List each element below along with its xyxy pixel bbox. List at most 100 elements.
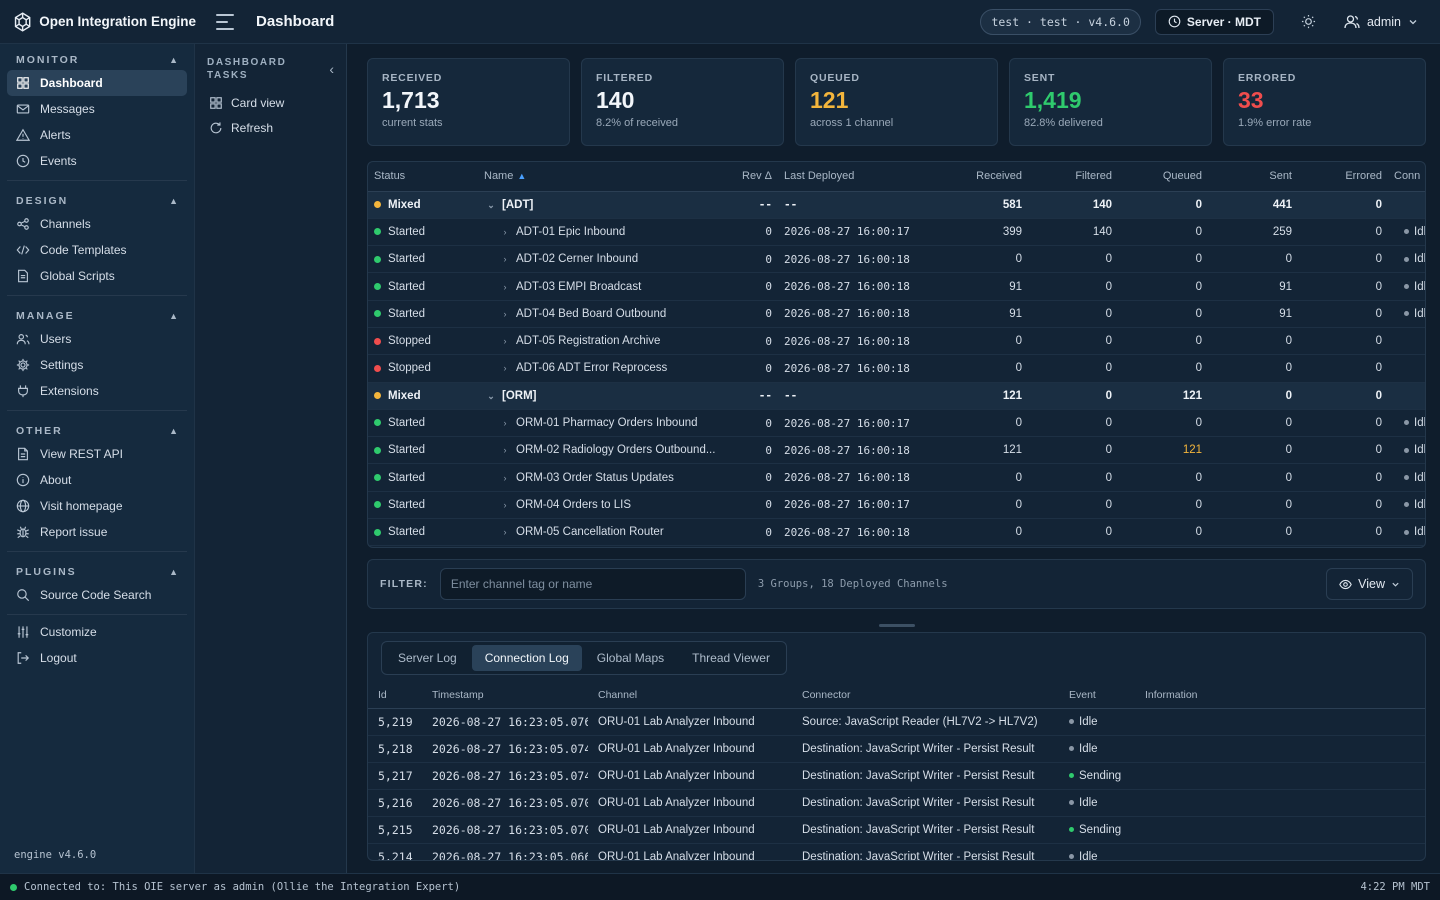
chevron-right-icon[interactable]: › [503,472,507,483]
server-time-button[interactable]: Server · MDT [1154,8,1274,35]
channel-row[interactable]: Stopped › ADT-05 Registration Archive 0 2026… [368,327,1425,356]
channel-row[interactable]: Started › ADT-02 Cerner Inbound 0 2026-08-27… [368,245,1426,274]
theme-toggle-button[interactable] [1296,9,1322,35]
chevron-right-icon[interactable]: › [503,527,507,538]
sidebar-item-dashboard[interactable]: Dashboard [7,70,187,96]
sidebar-item-report-issue[interactable]: Report issue [7,519,187,545]
column-header[interactable]: Status [368,162,478,192]
channel-row[interactable]: Started › ORM-01 Pharmacy Orders Inbound 0 2… [368,409,1425,438]
sidebar-item-events[interactable]: Events [7,148,187,174]
sidebar-item-users[interactable]: Users [7,326,187,352]
column-header[interactable]: Name ▲ [478,162,718,192]
log-row[interactable]: 5,216 2026-08-27 16:23:05.070 ORU-01 Lab A… [368,789,1425,817]
sidebar-item-visit-homepage[interactable]: Visit homepage [7,493,187,519]
sidebar-item-settings[interactable]: Settings [7,352,187,378]
log-column-header[interactable]: Information [1135,683,1425,709]
connection-status: Idle [1414,526,1426,539]
sidebar-item-global-scripts[interactable]: Global Scripts [7,263,187,289]
chevron-right-icon[interactable]: › [503,308,507,319]
chevron-down-icon[interactable]: ⌄ [487,199,495,210]
nav-section-header[interactable]: MANAGE ▲ [7,300,187,326]
sidebar-item-logout[interactable]: Logout [7,645,187,671]
channel-row[interactable]: Stopped › ADT-06 ADT Error Reprocess 0 2026-… [368,354,1425,383]
channel-row[interactable]: Started › ORM-03 Order Status Updates 0 2026… [368,463,1425,492]
log-column-header[interactable]: Event [1059,683,1135,709]
column-header[interactable]: Sent [1208,162,1298,192]
chevron-down-icon[interactable]: ⌄ [487,390,495,401]
tab-global-maps[interactable]: Global Maps [596,651,665,665]
column-header[interactable]: Errored [1298,162,1388,192]
column-header[interactable]: Queued [1118,162,1208,192]
task-refresh[interactable]: Refresh [195,115,346,140]
log-row[interactable]: 5,217 2026-08-27 16:23:05.074 ORU-01 Lab A… [368,762,1425,790]
panel-resize-handle[interactable] [879,624,915,627]
channel-row[interactable]: Started › ADT-03 EMPI Broadcast 0 2026-08-27… [368,272,1425,301]
chevron-right-icon[interactable]: › [503,499,507,510]
sidebar-item-about[interactable]: About [7,467,187,493]
environment-pill[interactable]: test · test · v4.6.0 [980,8,1141,35]
chevron-right-icon[interactable]: › [503,254,507,265]
channel-row[interactable]: Started › ORM-04 Orders to LIS 0 2026-08-27 … [368,491,1425,520]
log-row[interactable]: 5,219 2026-08-27 16:23:05.076 ORU-01 Lab A… [368,708,1425,736]
nav-section-header[interactable]: PLUGINS ▲ [7,556,187,582]
log-row[interactable]: 5,215 2026-08-27 16:23:05.070 ORU-01 Lab A… [368,816,1425,844]
collapse-tasks-icon[interactable]: ‹ [329,61,334,77]
queued-cell: 0 [1118,300,1208,328]
nav-section-header[interactable]: OTHER ▲ [7,415,187,441]
channel-filter-input[interactable] [439,568,746,600]
channel-row[interactable]: Started › ORM-05 Cancellation Router 0 2026-… [368,518,1426,547]
status-cell: Started [368,436,478,465]
chevron-right-icon[interactable]: › [503,363,507,374]
chevron-right-icon[interactable]: › [503,336,507,347]
log-column-header[interactable]: Id [368,683,422,709]
sidebar-item-customize[interactable]: Customize [7,619,187,645]
channel-row[interactable]: Started › ADT-01 Epic Inbound 0 2026-08-27 1… [368,218,1425,247]
chevron-right-icon[interactable]: › [503,281,507,292]
channel-row[interactable]: Started › ORM-02 Radiology Orders Outbound… [368,436,1425,465]
search-icon [16,588,30,602]
sidebar-item-extensions[interactable]: Extensions [7,378,187,404]
column-header[interactable]: Last Deployed [778,162,938,192]
sun-icon [1302,14,1316,29]
column-header[interactable]: Filtered [1028,162,1118,192]
channel-group-row[interactable]: Mixed ⌄ [ORM] -- -- 121 0 121 0 0 [368,382,1425,410]
log-column-header[interactable]: Connector [792,683,1059,709]
sidebar-item-messages[interactable]: Messages [7,96,187,122]
column-header[interactable]: Rev Δ [718,162,778,192]
nav-section-header[interactable]: MONITOR ▲ [7,44,187,70]
sidebar-item-channels[interactable]: Channels [7,211,187,237]
status-dot [374,501,381,509]
log-column-header[interactable]: Timestamp [422,683,588,709]
sidebar-item-code-templates[interactable]: Code Templates [7,237,187,263]
channel-group-row[interactable]: Mixed ⌄ [ADT] -- -- 581 140 0 441 0 [368,191,1425,219]
sidebar-item-source-code-search[interactable]: Source Code Search [7,582,187,608]
brand[interactable]: Open Integration Engine [0,11,196,33]
tab-thread-viewer[interactable]: Thread Viewer [692,651,770,665]
sidebar-toggle-button[interactable] [216,13,236,30]
sidebar-item-alerts[interactable]: Alerts [7,122,187,148]
status-bar: Connected to: This OIE server as admin (… [0,873,1440,900]
nav-section-header[interactable]: DESIGN ▲ [7,185,187,211]
tab-server-log[interactable]: Server Log [398,651,457,665]
sidebar-item-view-rest-api[interactable]: View REST API [7,441,187,467]
chevron-right-icon[interactable]: › [503,418,507,429]
log-row[interactable]: 5,214 2026-08-27 16:23:05.066 ORU-01 Lab A… [368,843,1425,860]
tab-connection-log[interactable]: Connection Log [471,645,582,671]
chevron-right-icon[interactable]: › [503,445,507,456]
sidebar-item-label: View REST API [40,447,123,461]
task-card-view[interactable]: Card view [195,90,346,115]
column-header[interactable]: Conn [1388,162,1425,192]
log-event: Idle [1059,789,1135,817]
user-menu[interactable]: admin [1344,14,1418,30]
name-cell: › ORM-01 Pharmacy Orders Inbound [478,409,718,438]
log-column-header[interactable]: Channel [588,683,792,709]
chevron-right-icon[interactable]: › [503,226,507,237]
log-event: Sending [1059,816,1135,844]
connection-status: Idle [1414,253,1426,266]
log-row[interactable]: 5,218 2026-08-27 16:23:05.074 ORU-01 Lab A… [368,735,1425,763]
channel-row[interactable]: Started › ADT-04 Bed Board Outbound 0 2026-0… [368,300,1425,328]
column-header[interactable]: Received [938,162,1028,192]
status-text: Started [388,526,426,539]
view-button[interactable]: View [1326,568,1413,600]
filtered-cell: 0 [1028,518,1118,547]
